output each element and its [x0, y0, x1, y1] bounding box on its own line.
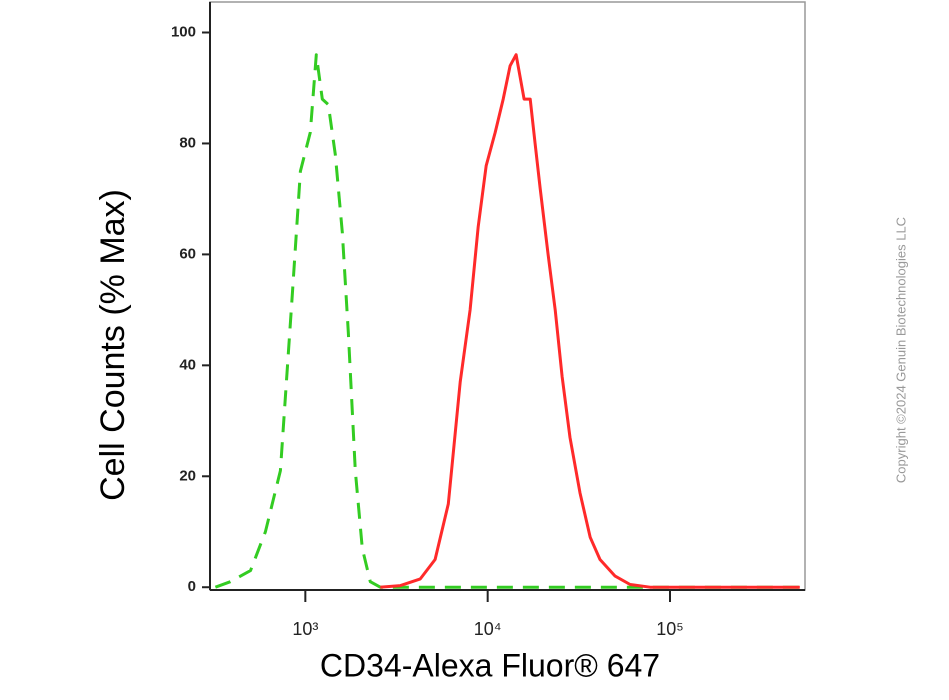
watermark: Copyright ©2024 Genuin Biotechnologies L… — [893, 217, 908, 483]
plot-frame — [209, 1, 806, 591]
y-tick-label: 60 — [179, 245, 196, 262]
y-tick-label: 100 — [171, 23, 196, 40]
y-tick-label: 0 — [188, 578, 196, 595]
x-tick-label: 10⁴ — [474, 619, 502, 639]
series-line — [214, 53, 800, 589]
x-axis-label: CD34-Alexa Fluor® 647 — [320, 647, 660, 683]
x-tick-label: 10³ — [292, 619, 318, 639]
y-tick-label: 80 — [179, 134, 196, 151]
y-tick-label: 40 — [179, 356, 196, 373]
x-tick-label: 10⁵ — [656, 619, 683, 639]
y-tick-label: 20 — [179, 467, 196, 484]
series-line — [380, 53, 800, 589]
y-axis-label: Cell Counts (% Max) — [94, 189, 132, 501]
